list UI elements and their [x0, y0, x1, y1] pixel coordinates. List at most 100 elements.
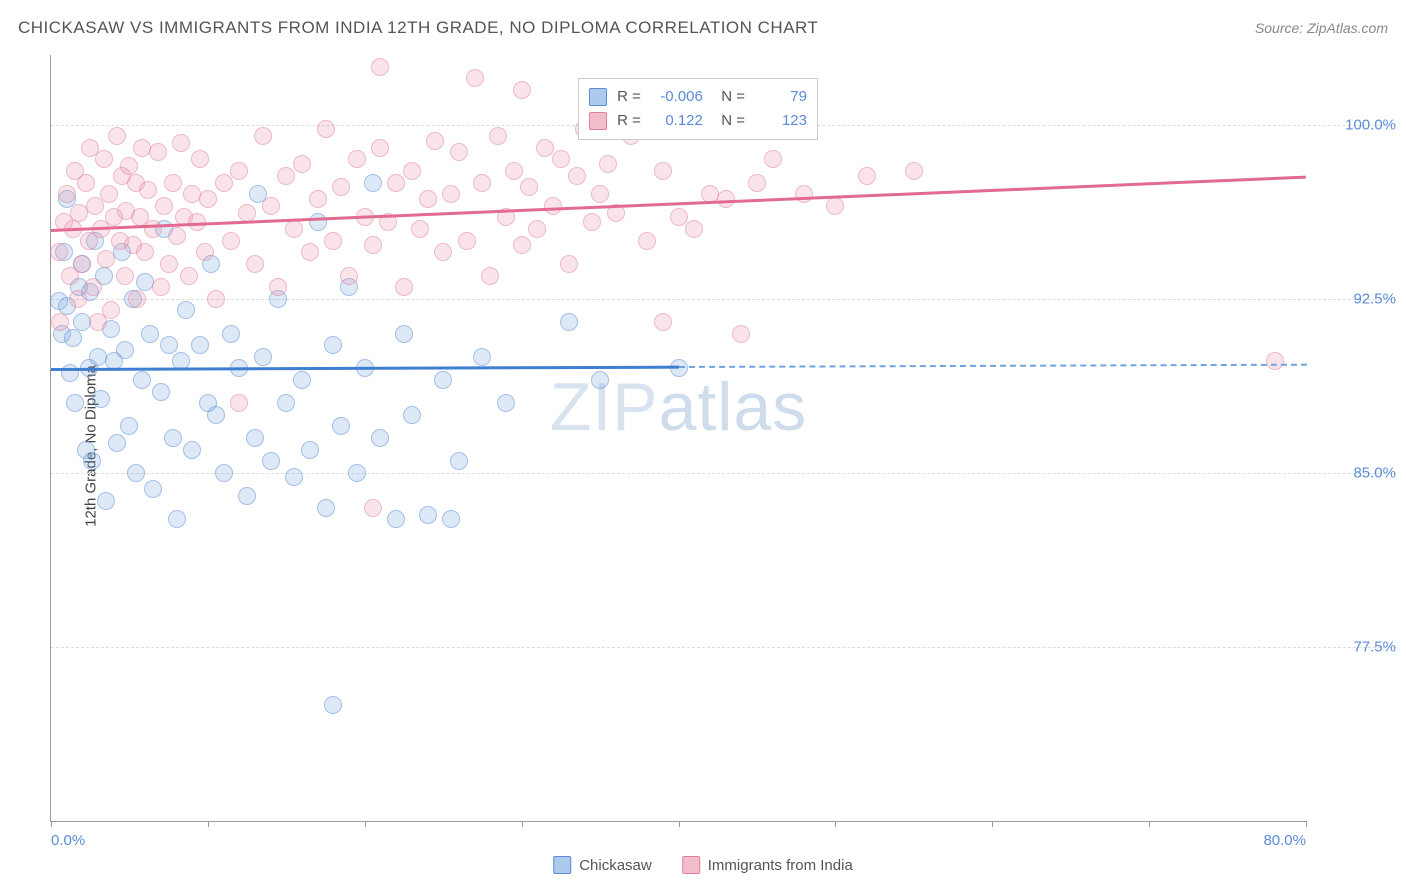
scatter-plot: ZIPatlas 77.5%85.0%92.5%100.0%0.0%80.0%R…	[50, 55, 1306, 822]
stat-label: N =	[713, 88, 745, 105]
data-point	[670, 208, 688, 226]
data-point	[164, 174, 182, 192]
data-point	[116, 341, 134, 359]
data-point	[395, 325, 413, 343]
data-point	[324, 696, 342, 714]
y-tick-label: 92.5%	[1316, 290, 1396, 307]
data-point	[654, 313, 672, 331]
legend-stats-row: R =-0.006 N =79	[589, 85, 807, 109]
data-point	[717, 190, 735, 208]
data-point	[301, 243, 319, 261]
data-point	[568, 167, 586, 185]
data-point	[301, 441, 319, 459]
gridline	[51, 647, 1396, 648]
data-point	[442, 185, 460, 203]
data-point	[434, 371, 452, 389]
data-point	[638, 232, 656, 250]
data-point	[199, 190, 217, 208]
data-point	[196, 243, 214, 261]
data-point	[254, 127, 272, 145]
x-tick	[51, 821, 52, 827]
data-point	[144, 480, 162, 498]
data-point	[599, 155, 617, 173]
stat-label: N =	[713, 112, 745, 129]
data-point	[66, 394, 84, 412]
data-point	[73, 255, 91, 273]
data-point	[905, 162, 923, 180]
data-point	[528, 220, 546, 238]
data-point	[795, 185, 813, 203]
data-point	[133, 371, 151, 389]
data-point	[403, 406, 421, 424]
data-point	[364, 174, 382, 192]
trend-line	[678, 364, 1306, 368]
data-point	[155, 197, 173, 215]
swatch-icon	[589, 112, 607, 130]
data-point	[183, 441, 201, 459]
x-tick	[365, 821, 366, 827]
gridline	[51, 473, 1396, 474]
data-point	[434, 243, 452, 261]
data-point	[152, 383, 170, 401]
data-point	[58, 185, 76, 203]
stat-r-value: 0.122	[651, 112, 703, 129]
data-point	[371, 429, 389, 447]
data-point	[536, 139, 554, 157]
data-point	[371, 58, 389, 76]
data-point	[238, 487, 256, 505]
data-point	[215, 174, 233, 192]
data-point	[262, 197, 280, 215]
stat-n-value: 123	[755, 112, 807, 129]
data-point	[591, 371, 609, 389]
data-point	[481, 267, 499, 285]
x-tick	[835, 821, 836, 827]
data-point	[552, 150, 570, 168]
x-tick	[992, 821, 993, 827]
data-point	[152, 278, 170, 296]
data-point	[387, 510, 405, 528]
data-point	[97, 250, 115, 268]
x-tick-label: 0.0%	[51, 832, 85, 849]
data-point	[732, 325, 750, 343]
data-point	[858, 167, 876, 185]
data-point	[591, 185, 609, 203]
data-point	[489, 127, 507, 145]
data-point	[120, 417, 138, 435]
data-point	[583, 213, 601, 231]
data-point	[168, 227, 186, 245]
data-point	[64, 329, 82, 347]
data-point	[654, 162, 672, 180]
data-point	[826, 197, 844, 215]
data-point	[50, 243, 68, 261]
data-point	[160, 336, 178, 354]
data-point	[97, 492, 115, 510]
legend-stats: R =-0.006 N =79R =0.122 N =123	[578, 78, 818, 140]
data-point	[473, 348, 491, 366]
stat-label: R =	[617, 88, 641, 105]
data-point	[513, 236, 531, 254]
data-point	[207, 406, 225, 424]
data-point	[177, 301, 195, 319]
data-point	[411, 220, 429, 238]
y-tick-label: 100.0%	[1316, 116, 1396, 133]
chart-title: CHICKASAW VS IMMIGRANTS FROM INDIA 12TH …	[18, 18, 818, 38]
data-point	[520, 178, 538, 196]
data-point	[139, 181, 157, 199]
data-point	[497, 394, 515, 412]
data-point	[458, 232, 476, 250]
legend-item-chickasaw: Chickasaw	[553, 856, 652, 874]
data-point	[108, 127, 126, 145]
data-point	[277, 167, 295, 185]
data-point	[560, 313, 578, 331]
stat-n-value: 79	[755, 88, 807, 105]
data-point	[764, 150, 782, 168]
data-point	[222, 325, 240, 343]
data-point	[685, 220, 703, 238]
data-point	[84, 278, 102, 296]
data-point	[670, 359, 688, 377]
data-point	[83, 452, 101, 470]
data-point	[332, 178, 350, 196]
data-point	[191, 336, 209, 354]
data-point	[127, 464, 145, 482]
x-tick	[679, 821, 680, 827]
